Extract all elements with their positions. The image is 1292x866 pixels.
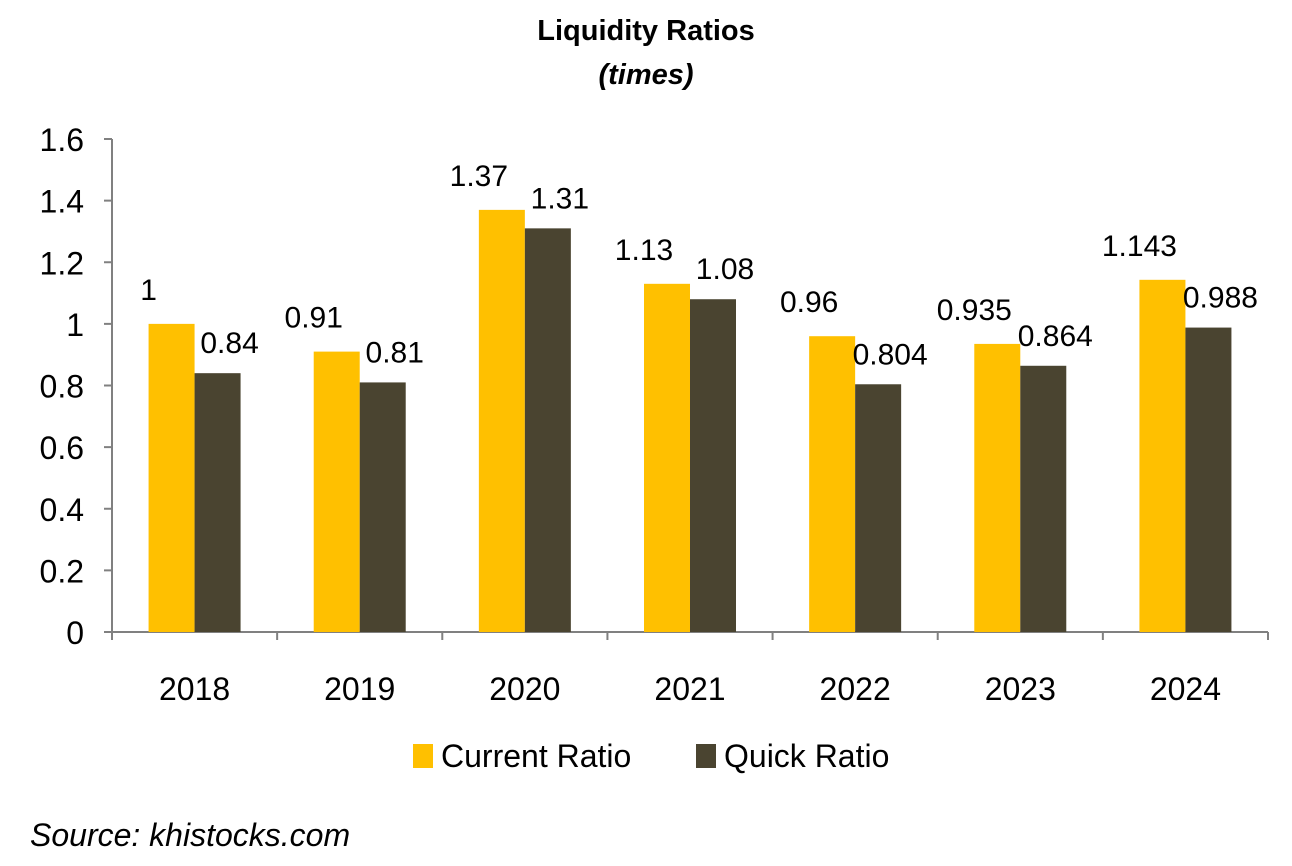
data-label: 0.988 — [1183, 282, 1258, 315]
y-tick-label: 1.6 — [40, 122, 84, 158]
x-tick-label: 2020 — [489, 671, 560, 707]
data-label: 0.935 — [937, 294, 1012, 327]
legend-swatch — [696, 744, 716, 768]
y-tick-label: 0 — [66, 615, 84, 651]
legend-swatch — [413, 744, 433, 768]
legend-label: Quick Ratio — [724, 738, 889, 774]
data-label: 1.08 — [696, 253, 754, 286]
data-label: 0.84 — [200, 327, 258, 360]
chart-subtitle: (times) — [598, 59, 694, 91]
x-tick-label: 2021 — [654, 671, 725, 707]
bar-current-ratio — [809, 336, 856, 632]
data-label: 1 — [140, 274, 157, 307]
bar-quick-ratio — [359, 382, 406, 632]
bar-quick-ratio — [855, 384, 902, 632]
data-label: 1.31 — [531, 182, 589, 215]
data-label: 0.81 — [366, 336, 424, 369]
data-label: 0.804 — [853, 338, 928, 371]
x-tick-label: 2023 — [985, 671, 1056, 707]
x-tick-label: 2022 — [820, 671, 891, 707]
y-tick-label: 0.6 — [40, 430, 84, 466]
chart-title: Liquidity Ratios — [537, 15, 755, 47]
x-tick-label: 2019 — [324, 671, 395, 707]
data-label: 0.91 — [285, 302, 343, 335]
x-tick-label: 2018 — [159, 671, 230, 707]
bar-current-ratio — [974, 343, 1021, 632]
y-tick-label: 1.2 — [40, 245, 84, 281]
bar-current-ratio — [313, 351, 360, 632]
legend: Current Ratio Quick Ratio — [413, 738, 889, 774]
data-label: 1.143 — [1102, 230, 1177, 263]
bar-current-ratio — [478, 209, 525, 632]
data-label: 1.37 — [450, 160, 508, 193]
y-tick-label: 0.2 — [40, 553, 84, 589]
y-tick-label: 1.4 — [40, 184, 84, 220]
source-note: Source: khistocks.com — [30, 817, 351, 853]
y-tick-label: 0.4 — [40, 492, 84, 528]
bar-quick-ratio — [194, 373, 241, 632]
legend-label: Current Ratio — [441, 738, 631, 774]
y-tick-label: 1 — [66, 307, 84, 343]
x-tick-label: 2024 — [1150, 671, 1221, 707]
data-label: 1.13 — [615, 234, 673, 267]
bar-current-ratio — [644, 283, 690, 632]
data-label: 0.864 — [1018, 320, 1093, 353]
bar-current-ratio — [148, 323, 195, 632]
bar-current-ratio — [1139, 279, 1186, 632]
bar-quick-ratio — [1185, 327, 1232, 632]
bar-quick-ratio — [1020, 365, 1067, 632]
plot-area: 00.20.40.60.811.21.41.6201810.8420190.91… — [40, 122, 1269, 707]
bar-quick-ratio — [690, 299, 736, 632]
y-tick-label: 0.8 — [40, 369, 84, 405]
bar-quick-ratio — [524, 228, 571, 632]
data-label: 0.96 — [780, 286, 838, 319]
